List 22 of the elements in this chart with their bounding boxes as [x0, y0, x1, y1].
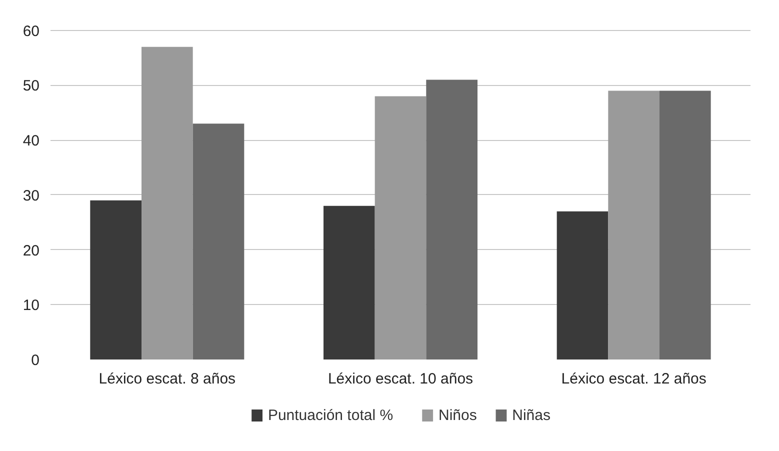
bar [192, 124, 244, 360]
y-tick-label: 20 [22, 242, 40, 260]
y-tick-label: 10 [22, 297, 40, 314]
bar [556, 211, 608, 360]
bar [142, 46, 193, 360]
bar [90, 200, 142, 360]
y-tick-label: 40 [22, 132, 40, 150]
bar [660, 90, 711, 360]
y-tick-label: 60 [22, 22, 40, 40]
bar [324, 206, 375, 360]
legend-label: Puntuación total % [268, 407, 394, 424]
legend-label: Niñas [512, 407, 550, 424]
y-tick-label: 30 [22, 187, 40, 204]
x-tick-label: Léxico escat. 8 años [98, 370, 236, 388]
bar [426, 80, 478, 360]
x-tick-label: Léxico escat. 12 años [561, 370, 706, 388]
legend-label: Niños [438, 407, 477, 424]
x-tick-label: Léxico escat. 10 años [328, 370, 474, 388]
y-tick-label: 50 [22, 78, 40, 95]
bar [608, 90, 660, 360]
y-tick-label: 0 [31, 352, 40, 369]
bar [374, 96, 426, 360]
